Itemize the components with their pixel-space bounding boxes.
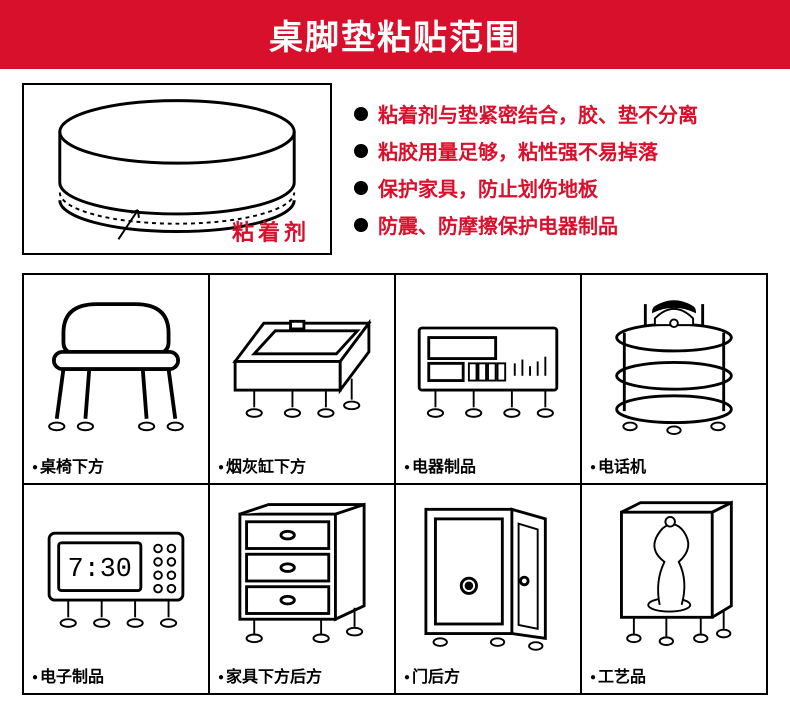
appliance-icon — [402, 285, 574, 447]
bullet-item: 粘胶用量足够，粘性强不易掉落 — [354, 136, 768, 165]
bullet-item: 保护家具，防止划伤地板 — [354, 173, 768, 202]
hero-section: 粘着剂 粘着剂与垫紧密结合，胶、垫不分离 粘胶用量足够，粘性强不易掉落 保护家具… — [0, 69, 790, 273]
header-banner: 桌脚垫粘贴范围 — [0, 0, 790, 69]
grid-cell-door: 门后方 — [396, 485, 582, 695]
grid-cell-appliance: 电器制品 — [396, 275, 582, 485]
dresser-icon — [216, 495, 388, 657]
grid-cell-chair: 桌椅下方 — [24, 275, 210, 485]
adhesive-pad-diagram: 粘着剂 — [22, 83, 332, 255]
cell-caption: 家具下方后方 — [216, 661, 388, 687]
grid-cell-ashtray: 烟灰缸下方 — [210, 275, 396, 485]
grid-cell-craft: 工艺品 — [582, 485, 768, 695]
adhesive-label: 粘着剂 — [232, 215, 310, 247]
cell-caption: 烟灰缸下方 — [216, 451, 388, 477]
door-icon — [402, 495, 574, 657]
cell-caption: 电子制品 — [30, 661, 202, 687]
bullet-item: 防震、防摩擦保护电器制品 — [354, 210, 768, 239]
chair-icon — [30, 285, 202, 447]
ashtray-icon — [216, 285, 388, 447]
grid-cell-telephone: 电话机 — [582, 275, 768, 485]
clock-icon: 7:30 — [30, 495, 202, 657]
cell-caption: 电器制品 — [402, 451, 574, 477]
bullet-item: 粘着剂与垫紧密结合，胶、垫不分离 — [354, 99, 768, 128]
cell-caption: 桌椅下方 — [30, 451, 202, 477]
feature-bullets: 粘着剂与垫紧密结合，胶、垫不分离 粘胶用量足够，粘性强不易掉落 保护家具，防止划… — [354, 91, 768, 247]
svg-text:7:30: 7:30 — [68, 555, 132, 585]
grid-cell-furniture: 家具下方后方 — [210, 485, 396, 695]
cell-caption: 工艺品 — [588, 661, 760, 687]
header-title: 桌脚垫粘贴范围 — [269, 19, 521, 57]
cell-caption: 门后方 — [402, 661, 574, 687]
grid-cell-clock: 7:30 电子制品 — [24, 485, 210, 695]
craft-icon — [588, 495, 760, 657]
cell-caption: 电话机 — [588, 451, 760, 477]
telephone-icon — [588, 285, 760, 447]
usage-grid: 桌椅下方 烟灰缸下方 — [22, 273, 768, 695]
